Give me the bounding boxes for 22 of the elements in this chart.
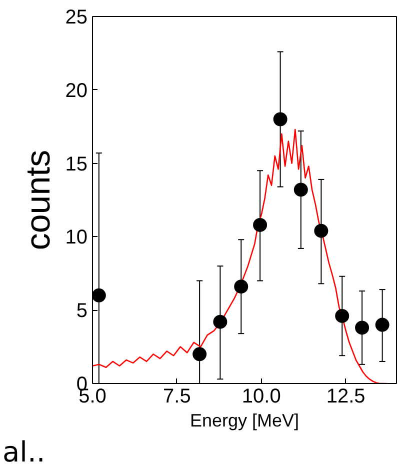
- x-axis-title: Energy [MeV]: [190, 410, 300, 430]
- y-tick-label: 20: [65, 80, 88, 102]
- y-tick-label: 25: [65, 6, 88, 28]
- point: [355, 320, 370, 335]
- point: [213, 314, 228, 329]
- point: [314, 224, 328, 238]
- y-tick-label: 10: [65, 226, 88, 249]
- point: [92, 288, 106, 302]
- x-tick-label: 12.5: [326, 386, 366, 408]
- point: [335, 308, 350, 323]
- text: al..: [2, 436, 46, 468]
- y-tick-label: 15: [65, 153, 88, 176]
- x-tick-label: 7.5: [163, 386, 191, 408]
- y-tick-label: 5: [76, 300, 88, 322]
- point: [234, 280, 248, 294]
- point: [253, 218, 268, 232]
- point: [294, 182, 308, 197]
- y-axis-title: counts: [19, 150, 58, 250]
- point: [192, 347, 207, 362]
- point: [375, 318, 390, 332]
- x-tick-label: 10.0: [242, 386, 281, 408]
- point: [273, 112, 288, 126]
